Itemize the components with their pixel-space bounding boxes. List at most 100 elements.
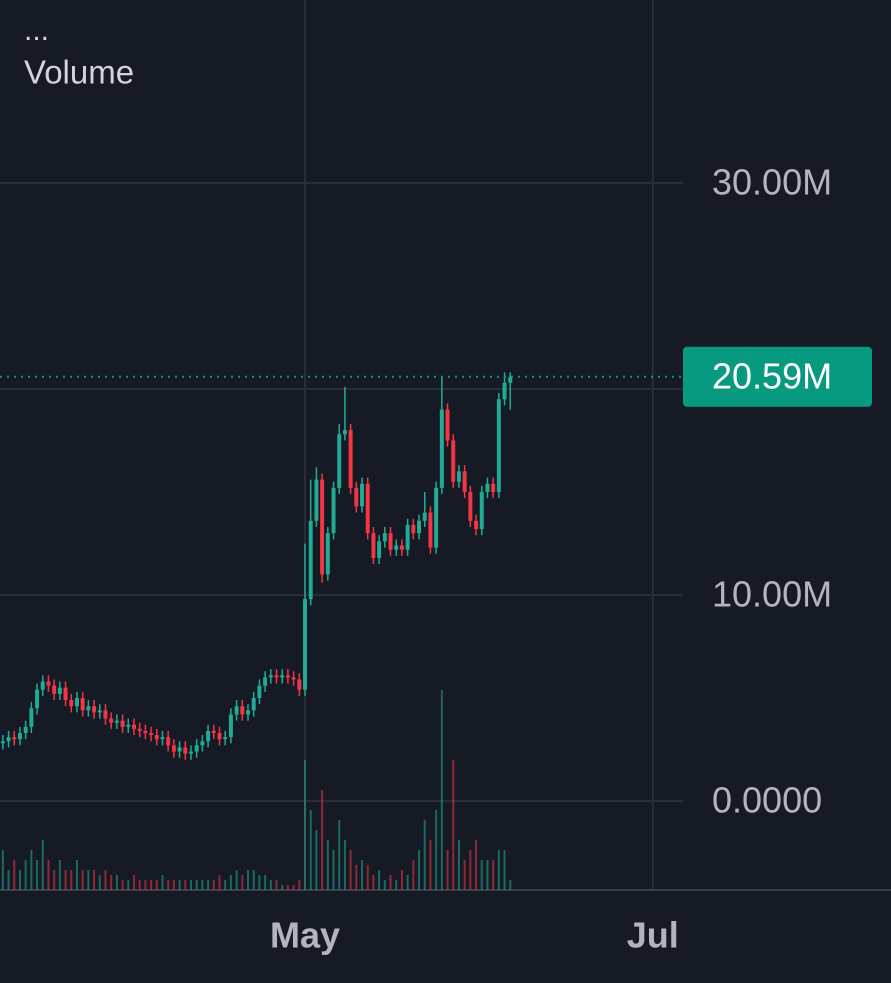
volume-bar: [435, 810, 438, 890]
candle-body: [183, 747, 188, 754]
volume-bar: [24, 860, 27, 890]
candle-body: [388, 533, 393, 550]
candle-body: [114, 720, 119, 723]
volume-bar: [235, 870, 238, 890]
volume-bar: [224, 880, 227, 890]
candle-body: [399, 545, 404, 550]
candle-body: [325, 533, 330, 575]
x-tick-label: May: [270, 915, 340, 956]
volume-bar: [115, 875, 118, 890]
candle-body: [314, 479, 319, 521]
candle-body: [57, 687, 62, 694]
candle-body: [35, 689, 40, 709]
candle-body: [188, 751, 193, 754]
volume-bar: [252, 870, 255, 890]
volume-bar: [475, 840, 478, 890]
volume-bar: [292, 885, 295, 890]
volume-bar: [138, 880, 141, 890]
volume-bar: [338, 820, 341, 890]
candle-body: [40, 681, 45, 690]
volume-bar: [41, 840, 44, 890]
volume-bar: [127, 880, 130, 890]
volume-bar: [321, 790, 324, 890]
volume-bar: [332, 850, 335, 890]
volume-bar: [378, 870, 381, 890]
candle-body: [485, 483, 490, 492]
volume-bar: [167, 880, 170, 890]
volume-bar: [81, 870, 84, 890]
candle-body: [228, 714, 233, 738]
y-tick-label: 0.0000: [712, 780, 822, 821]
volume-bar: [258, 875, 261, 890]
volume-bar: [172, 880, 175, 890]
volume-bar: [64, 870, 67, 890]
candle-body: [154, 735, 159, 740]
volume-bar: [315, 830, 318, 890]
candle-body: [171, 745, 176, 752]
volume-bar: [497, 850, 500, 890]
volume-bar: [201, 880, 204, 890]
volume-bar: [53, 870, 56, 890]
candle-body: [211, 730, 216, 734]
volume-bar: [70, 870, 73, 890]
candle-body: [240, 706, 245, 715]
volume-bar: [463, 860, 466, 890]
candle-body: [177, 747, 182, 752]
candle-body: [149, 733, 154, 736]
candle-body: [86, 706, 91, 711]
volume-bar: [241, 875, 244, 890]
volume-bar: [509, 880, 512, 890]
candle-body: [291, 677, 296, 680]
candle-body: [137, 728, 142, 731]
menu-dots[interactable]: ...: [24, 14, 49, 47]
candle-body: [405, 524, 410, 550]
indicator-title: Volume: [24, 54, 134, 91]
volume-bar: [372, 875, 375, 890]
candle-body: [23, 726, 28, 734]
volume-bar: [418, 850, 421, 890]
volume-bar: [36, 860, 39, 890]
candle-body: [468, 491, 473, 521]
volume-bar: [440, 690, 443, 890]
candle-body: [200, 741, 205, 746]
candle-body: [109, 718, 114, 723]
volume-bar: [150, 880, 153, 890]
volume-bar: [480, 860, 483, 890]
candle-body: [6, 737, 11, 742]
volume-bar: [161, 875, 164, 890]
volume-bar: [178, 880, 181, 890]
volume-bar: [281, 885, 284, 890]
volume-bar: [121, 880, 124, 890]
volume-bar: [207, 880, 210, 890]
volume-bar: [18, 870, 21, 890]
candle-body: [354, 487, 359, 507]
last-value-label: 20.59M: [712, 355, 832, 396]
volume-bar: [304, 760, 307, 890]
volume-bar: [75, 860, 78, 890]
volume-bar: [264, 875, 267, 890]
volume-bar: [395, 880, 398, 890]
candle-body: [411, 524, 416, 534]
candle-body: [502, 382, 507, 400]
candle-body: [394, 545, 399, 550]
volume-bar: [286, 885, 289, 890]
candle-body: [417, 520, 422, 534]
candle-body: [206, 730, 211, 742]
grid: [0, 0, 683, 890]
candle-body: [479, 491, 484, 530]
volume-bar: [58, 860, 61, 890]
candle-body: [434, 487, 439, 548]
candle-body: [52, 685, 57, 694]
candle-body: [451, 440, 456, 482]
volume-bar: [349, 850, 352, 890]
candle-body: [342, 430, 347, 435]
candle-body: [382, 533, 387, 542]
candle-body: [285, 675, 290, 678]
candle-body: [308, 520, 313, 600]
candle-body: [377, 541, 382, 558]
candle-body: [63, 687, 68, 701]
candle-body: [491, 483, 496, 492]
volume-bar: [155, 880, 158, 890]
candle-body: [46, 681, 51, 686]
volume-bar: [212, 880, 215, 890]
